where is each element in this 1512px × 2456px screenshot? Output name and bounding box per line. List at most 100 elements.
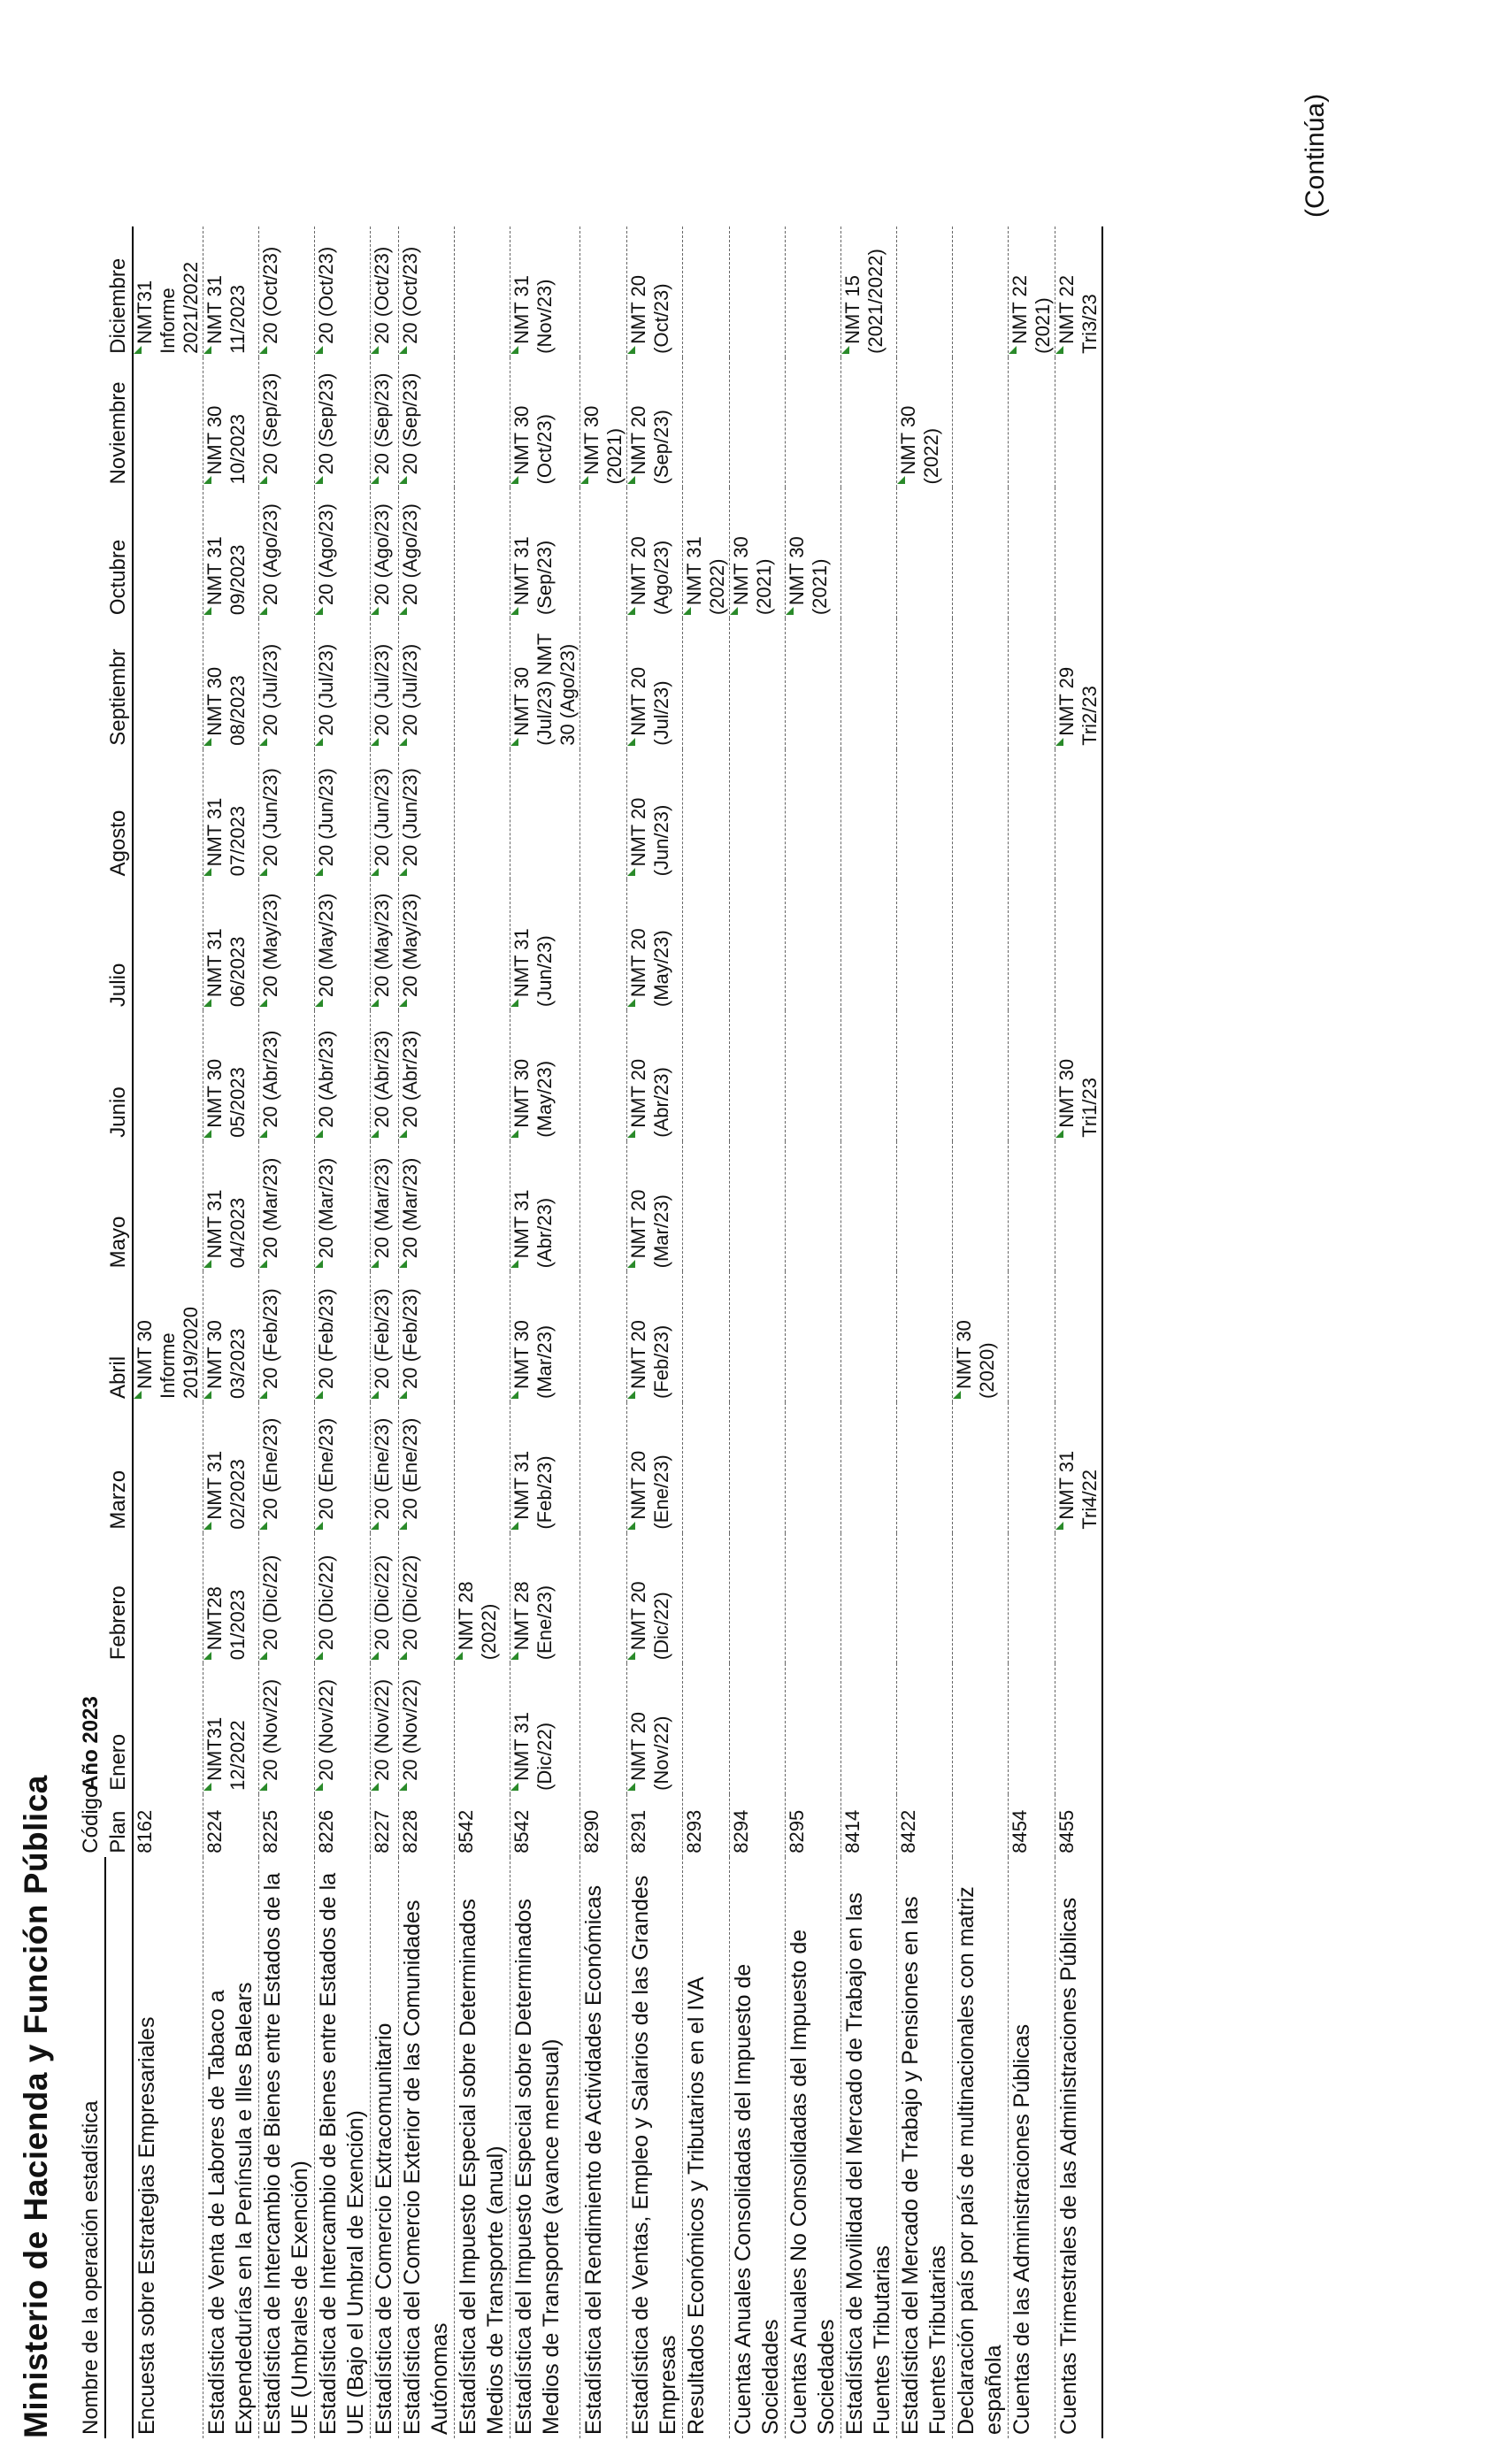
operation-code: 8162 [133,1793,203,1857]
flag-marker-icon [315,1390,323,1399]
schedule-value: NMT28 01/2023 [203,1586,249,1661]
schedule-cell [682,1401,730,1533]
schedule-cell [840,879,897,1011]
schedule-cell [729,748,786,880]
schedule-value: NMT 15 (2021/2022) [841,249,886,354]
flag-marker-icon [371,1390,379,1399]
schedule-cell [1055,748,1102,880]
schedule-value: 20 (Sep/23) [315,372,337,475]
schedule-cell: NMT 30 (2020) [952,1271,1009,1402]
schedule-value: 20 (Jul/23) [371,643,393,736]
schedule-value: 20 (Oct/23) [315,246,337,344]
schedule-cell [682,748,730,880]
operation-code: 8291 [626,1793,683,1857]
operation-code: 8454 [1008,1793,1055,1857]
schedule-value: NMT 22 Tri3/23 [1055,275,1101,354]
schedule-cell [896,1532,953,1664]
flag-marker-icon [259,737,267,746]
schedule-value: 20 (Ago/23) [371,503,393,606]
schedule-cell: 20 (Dic/22) [370,1532,399,1664]
schedule-cell [952,748,1009,880]
schedule-value: NMT 30 (2021) [730,536,775,616]
schedule-cell [682,357,730,488]
schedule-cell [1008,1532,1055,1664]
operation-name: Estadística de Intercambio de Bienes ent… [258,1856,315,2438]
flag-marker-icon [259,345,267,354]
schedule-cell: NMT 31 (Dic/22) [510,1663,580,1794]
schedule-value: NMT 30 03/2023 [203,1320,249,1399]
schedule-value: 20 (Mar/23) [315,1157,337,1259]
schedule-value: NMT 31 (Jun/23) [510,928,556,1008]
schedule-cell: 20 (Jul/23) [314,618,371,749]
flag-marker-icon [1009,345,1017,354]
schedule-cell: NMT 20 (Abr/23) [626,1010,683,1141]
schedule-cell: 20 (Nov/22) [314,1663,371,1794]
operation-code: 8224 [203,1793,259,1857]
flag-marker-icon [371,1521,379,1530]
flag-marker-icon [259,1390,267,1399]
schedule-cell: 20 (Feb/23) [398,1271,455,1402]
flag-marker-icon [315,868,323,877]
schedule-cell [133,1010,203,1141]
flag-marker-icon [1055,1521,1063,1530]
schedule-value: 20 (Jun/23) [371,768,393,867]
schedule-value: 20 (May/23) [399,893,421,998]
table-row: Estadística de Venta de Labores de Tabac… [203,226,259,2438]
flag-marker-icon [203,1782,211,1791]
flag-marker-icon [399,1521,407,1530]
flag-marker-icon [399,476,407,485]
schedule-value: NMT 20 (Feb/23) [627,1320,672,1399]
schedule-cell [952,487,1009,619]
schedule-cell: NMT 31 07/2023 [203,748,259,880]
schedule-value: NMT 31 (Feb/23) [510,1450,556,1530]
schedule-cell: 20 (Mar/23) [370,1140,399,1272]
schedule-value: NMT 31 (Nov/23) [510,275,556,354]
schedule-value: 20 (Mar/23) [371,1157,393,1259]
schedule-value: NMT 20 (Nov/22) [627,1712,672,1791]
operation-code: 8290 [579,1793,627,1857]
operation-name: Declaración país por país de multinacion… [952,1856,1009,2438]
table-row: Estadística de Intercambio de Bienes ent… [314,226,371,2438]
operation-code: 8294 [729,1793,786,1857]
schedule-cell [454,879,510,1011]
flag-marker-icon [399,607,407,616]
schedule-cell: NMT 20 (Ene/23) [626,1401,683,1533]
schedule-value: NMT 31 (Abr/23) [510,1189,556,1269]
schedule-cell [952,1532,1009,1664]
schedule-cell [729,1271,786,1402]
schedule-cell [729,1140,786,1272]
flag-marker-icon [510,1129,518,1138]
schedule-cell [1008,1271,1055,1402]
schedule-cell [729,1532,786,1664]
table-row: Estadística de Ventas, Empleo y Salarios… [626,226,683,2438]
operation-name: Estadística del Comercio Exterior de las… [398,1856,455,2438]
schedule-value: NMT 20 (May/23) [627,928,672,1008]
flag-marker-icon [371,999,379,1008]
schedule-cell: 20 (Mar/23) [398,1140,455,1272]
schedule-cell [896,1271,953,1402]
schedule-cell: 20 (Nov/22) [258,1663,315,1794]
operation-name: Estadística de Ventas, Empleo y Salarios… [626,1856,683,2438]
flag-marker-icon [315,345,323,354]
flag-marker-icon [953,1390,961,1399]
flag-marker-icon [315,1782,323,1791]
schedule-cell [952,879,1009,1011]
schedule-cell [1055,1271,1102,1402]
flag-marker-icon [315,476,323,485]
schedule-cell [952,618,1009,749]
schedule-cell: 20 (Abr/23) [398,1010,455,1141]
schedule-cell [1008,748,1055,880]
flag-marker-icon [259,1129,267,1138]
flag-marker-icon [627,1129,635,1138]
schedule-cell [454,748,510,880]
schedule-value: 20 (Ago/23) [399,503,421,606]
header-month: Noviembre [105,357,133,488]
schedule-value: NMT 20 (Ago/23) [627,536,672,616]
flag-marker-icon [259,1652,267,1661]
schedule-cell: NMT 30 (2021) [729,487,786,619]
schedule-cell: 20 (Sep/23) [370,357,399,488]
header-month: Octubre [105,487,133,619]
flag-marker-icon [510,1521,518,1530]
schedule-cell [896,748,953,880]
schedule-cell [896,1663,953,1794]
